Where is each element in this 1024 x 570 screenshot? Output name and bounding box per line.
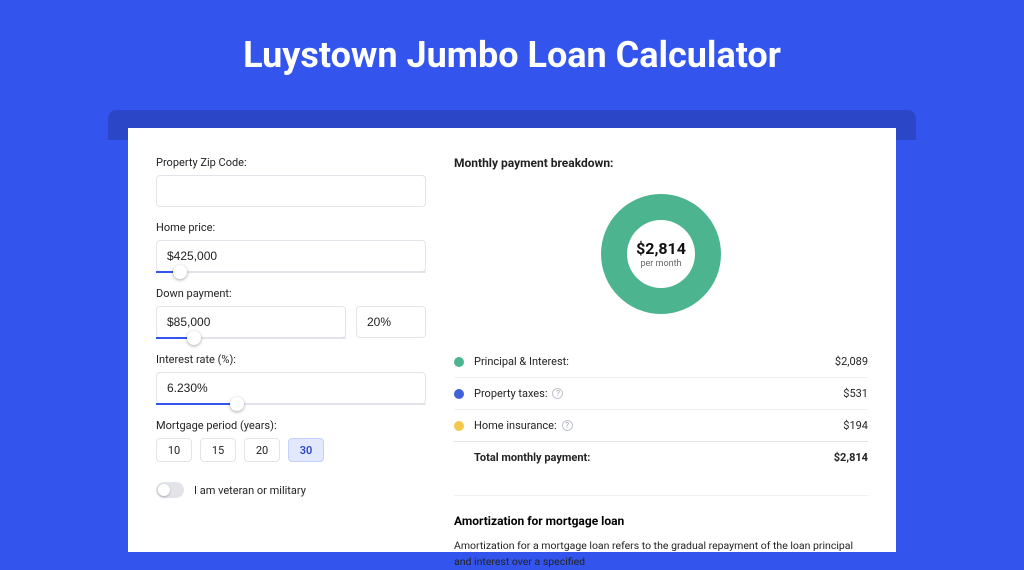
legend-label: Principal & Interest: [474, 355, 835, 368]
down-payment-amount-input[interactable] [156, 306, 346, 338]
form-column: Property Zip Code: Home price: Down paym… [156, 156, 426, 552]
down-payment-label: Down payment: [156, 287, 426, 300]
period-option-10[interactable]: 10 [156, 438, 192, 462]
legend-label: Home insurance:? [474, 419, 843, 432]
period-option-15[interactable]: 15 [200, 438, 236, 462]
legend-row: Property taxes:?$531 [454, 377, 868, 409]
amortization-text: Amortization for a mortgage loan refers … [454, 538, 868, 570]
home-price-label: Home price: [156, 221, 426, 234]
legend-value: $531 [843, 387, 868, 400]
down-payment-percent-input[interactable] [356, 306, 426, 338]
legend-total-row: Total monthly payment:$2,814 [454, 441, 868, 473]
interest-rate-slider-thumb[interactable] [230, 397, 244, 411]
legend-value: $194 [843, 419, 868, 432]
info-icon[interactable]: ? [562, 420, 573, 431]
legend-row: Home insurance:?$194 [454, 409, 868, 441]
interest-rate-label: Interest rate (%): [156, 353, 426, 366]
legend-total-label: Total monthly payment: [474, 451, 834, 464]
mortgage-period-field: Mortgage period (years): 10 15 20 30 [156, 419, 426, 462]
interest-rate-input[interactable] [156, 372, 426, 404]
legend-dot [454, 421, 464, 431]
home-price-slider-thumb[interactable] [173, 265, 187, 279]
amortization-title: Amortization for mortgage loan [454, 514, 868, 528]
donut-chart: $2,814 per month [601, 194, 721, 314]
zip-field: Property Zip Code: [156, 156, 426, 207]
breakdown-column: Monthly payment breakdown: $2,814 per mo… [426, 156, 868, 552]
mortgage-period-label: Mortgage period (years): [156, 419, 426, 432]
legend-row: Principal & Interest:$2,089 [454, 346, 868, 377]
donut-sub: per month [640, 259, 681, 269]
veteran-label: I am veteran or military [194, 484, 306, 497]
calculator-card: Property Zip Code: Home price: Down paym… [128, 128, 896, 552]
info-icon[interactable]: ? [552, 388, 563, 399]
zip-input[interactable] [156, 175, 426, 207]
legend-dot [454, 357, 464, 367]
legend-total-value: $2,814 [834, 451, 868, 464]
page-title: Luystown Jumbo Loan Calculator [0, 0, 1024, 100]
veteran-row: I am veteran or military [156, 482, 426, 498]
legend-label: Property taxes:? [474, 387, 843, 400]
amortization-section: Amortization for mortgage loan Amortizat… [454, 495, 868, 570]
down-payment-slider-thumb[interactable] [187, 331, 201, 345]
donut-amount: $2,814 [636, 239, 686, 258]
legend-dot [454, 389, 464, 399]
home-price-slider[interactable] [156, 271, 426, 273]
donut-chart-wrap: $2,814 per month [454, 184, 868, 324]
donut-center: $2,814 per month [627, 220, 695, 288]
interest-rate-slider[interactable] [156, 403, 426, 405]
home-price-input[interactable] [156, 240, 426, 272]
veteran-toggle[interactable] [156, 482, 184, 498]
down-payment-field: Down payment: [156, 287, 426, 339]
legend-value: $2,089 [835, 355, 868, 368]
period-option-30[interactable]: 30 [288, 438, 324, 462]
home-price-field: Home price: [156, 221, 426, 273]
zip-label: Property Zip Code: [156, 156, 426, 169]
interest-rate-field: Interest rate (%): [156, 353, 426, 405]
down-payment-slider[interactable] [156, 337, 346, 339]
period-option-20[interactable]: 20 [244, 438, 280, 462]
breakdown-title: Monthly payment breakdown: [454, 156, 868, 170]
